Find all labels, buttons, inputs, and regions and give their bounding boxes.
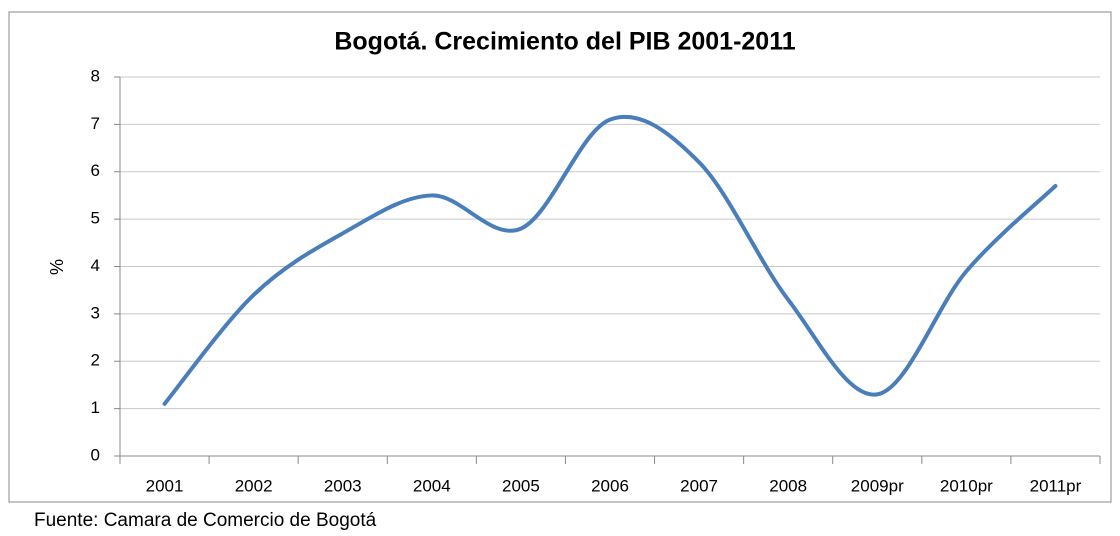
- x-tick-label: 2010pr: [940, 476, 993, 495]
- y-axis-label: %: [47, 259, 67, 275]
- y-tick-label: 4: [91, 256, 100, 275]
- y-tick-label: 0: [91, 445, 100, 464]
- x-tick-label: 2005: [502, 476, 540, 495]
- y-tick-label: 5: [91, 209, 100, 228]
- x-tick-label: 2006: [591, 476, 629, 495]
- y-tick-label: 8: [91, 66, 100, 85]
- y-tick-label: 1: [91, 398, 100, 417]
- x-tick-label: 2001: [146, 476, 184, 495]
- chart-title: Bogotá. Crecimiento del PIB 2001-2011: [334, 28, 795, 56]
- x-tick-label: 2004: [413, 476, 451, 495]
- source-note: Fuente: Camara de Comercio de Bogotá: [34, 510, 377, 531]
- y-tick-label: 7: [91, 114, 100, 133]
- y-tick-label: 2: [91, 351, 100, 370]
- x-tick-label: 2009pr: [851, 476, 904, 495]
- data-line: [162, 114, 1058, 406]
- x-tick-label: 2003: [324, 476, 362, 495]
- x-tick-label: 2002: [235, 476, 273, 495]
- x-tick-label: 2008: [769, 476, 807, 495]
- x-tick-label: 2007: [680, 476, 718, 495]
- y-tick-label: 6: [91, 161, 100, 180]
- y-tick-label: 3: [91, 303, 100, 322]
- chart-border: [8, 11, 1112, 503]
- x-tick-label: 2011pr: [1030, 476, 1082, 495]
